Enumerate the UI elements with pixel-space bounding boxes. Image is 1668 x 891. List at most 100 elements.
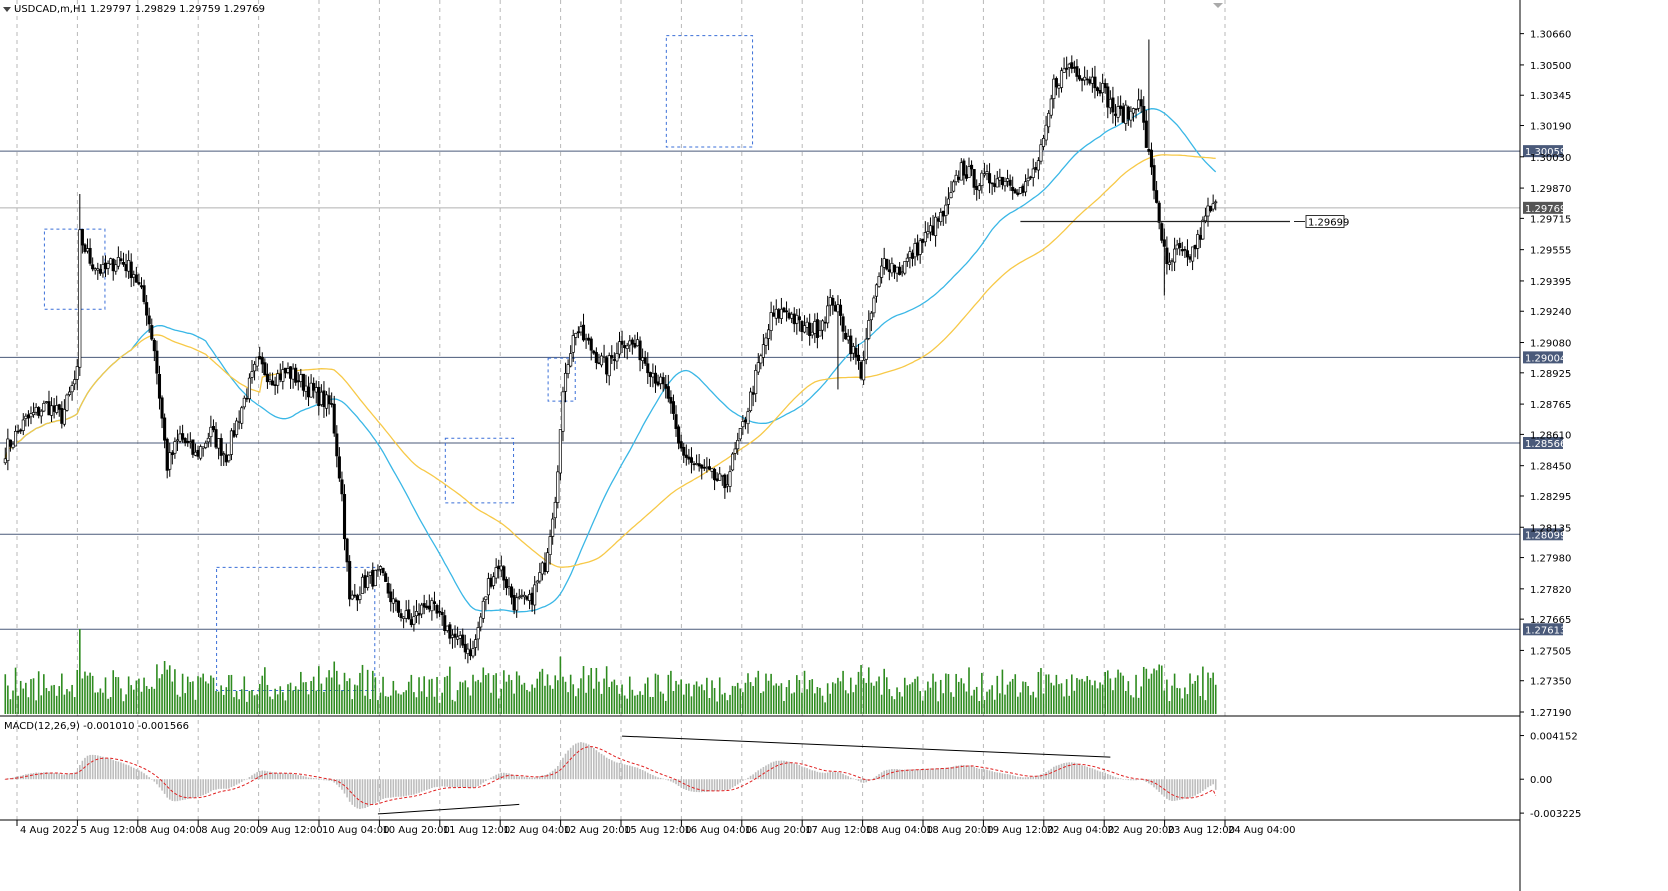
volume-bar: [1142, 666, 1145, 714]
candle-body: [913, 243, 917, 258]
volume-bar: [526, 689, 528, 714]
candle-body: [535, 580, 539, 584]
volume-bar: [97, 692, 99, 714]
volume-bar: [500, 688, 503, 714]
macd-hist-bar: [788, 761, 790, 780]
candle: [350, 590, 354, 601]
macd-hist-bar: [325, 779, 328, 781]
candle: [766, 324, 771, 351]
macd-hist-bar: [968, 765, 970, 780]
volume-bar: [1032, 691, 1035, 714]
candle-body: [784, 310, 789, 313]
macd-hist-bar: [384, 779, 387, 799]
candle-body: [324, 394, 329, 409]
candle: [502, 565, 506, 591]
time-tick-label: 4 Aug 2022: [20, 825, 78, 836]
candle-body: [890, 262, 894, 274]
candle-body: [900, 271, 904, 274]
macd-hist-bar: [947, 767, 950, 780]
macd-hist-bar: [1148, 779, 1150, 784]
candle-body: [504, 579, 508, 588]
macd-hist-bar: [1096, 770, 1099, 780]
volume-bar: [539, 671, 541, 714]
candle: [386, 576, 390, 598]
volume-bar: [641, 694, 644, 714]
volume-bars: [4, 629, 1217, 714]
candle: [119, 250, 123, 265]
macd-hist-bar: [731, 779, 734, 788]
macd-hist-bar: [22, 775, 25, 780]
candle-body: [713, 468, 717, 481]
candle-body: [1088, 79, 1092, 84]
candle: [1178, 237, 1182, 256]
volume-bar: [631, 689, 634, 714]
macd-hist-bar: [1173, 779, 1176, 801]
candle: [121, 252, 126, 267]
candle-body: [810, 331, 814, 336]
macd-hist-bar: [330, 779, 333, 782]
candle: [312, 377, 316, 399]
candle-body: [330, 403, 334, 405]
volume-bar: [184, 693, 186, 714]
candle: [373, 569, 377, 587]
candle-body: [962, 160, 966, 176]
volume-bar: [251, 690, 253, 714]
volume-bar: [1055, 674, 1058, 714]
candle-body: [939, 212, 943, 223]
candle: [271, 372, 275, 386]
volume-bar: [1040, 668, 1042, 714]
ma-fast-line: [4, 108, 1217, 613]
candlesticks: [3, 39, 1218, 664]
volume-bar: [613, 679, 616, 714]
candle: [566, 359, 570, 379]
volume-bar: [785, 687, 788, 714]
candle-body: [60, 408, 64, 424]
price-tick-label: 1.30190: [1530, 122, 1571, 133]
candle-body: [1011, 186, 1015, 192]
candle: [1049, 94, 1053, 119]
macd-hist-bar: [598, 752, 600, 780]
macd-hist-bar: [577, 742, 580, 780]
candle: [91, 257, 95, 272]
candle: [240, 405, 244, 430]
macd-hist-bar: [1088, 767, 1091, 780]
candle: [1036, 157, 1040, 180]
candle-body: [486, 578, 490, 596]
candle-body: [1113, 113, 1118, 116]
candle-body: [715, 478, 719, 481]
volume-bar: [186, 676, 189, 714]
level-label: 1.27613: [1525, 625, 1566, 636]
macd-hist-bar: [685, 779, 688, 790]
candle-body: [404, 610, 408, 619]
macd-hist-bar: [631, 766, 634, 780]
volume-bar: [898, 692, 901, 714]
volume-bar: [143, 677, 145, 714]
volume-bar: [248, 690, 251, 714]
candle-body: [1072, 66, 1076, 69]
macd-hist-bar: [485, 779, 487, 782]
candle: [219, 433, 223, 467]
macd-hist-bar: [706, 779, 708, 792]
annotation-label: 1.29699: [1308, 218, 1349, 229]
candle-body: [849, 335, 853, 355]
volume-bar: [623, 695, 626, 714]
macd-hist-bar: [171, 779, 174, 801]
volume-bar: [341, 690, 343, 714]
macd-hist-bar: [528, 777, 531, 780]
macd-hist-bar: [472, 779, 474, 788]
volume-bar: [71, 684, 73, 714]
dropdown-icon[interactable]: [3, 7, 11, 12]
macd-hist-bar: [662, 778, 664, 780]
candle: [1106, 83, 1110, 119]
candle: [923, 221, 927, 247]
candle: [944, 196, 948, 224]
volume-bar: [1101, 684, 1104, 714]
macd-hist-bar: [1024, 777, 1027, 780]
macd-hist-bar: [754, 772, 757, 780]
macd-hist-bar: [634, 767, 636, 780]
candle: [679, 434, 683, 452]
volume-bar: [595, 667, 598, 714]
candle-body: [1044, 124, 1048, 141]
scroll-marker-icon[interactable]: [1213, 3, 1223, 8]
